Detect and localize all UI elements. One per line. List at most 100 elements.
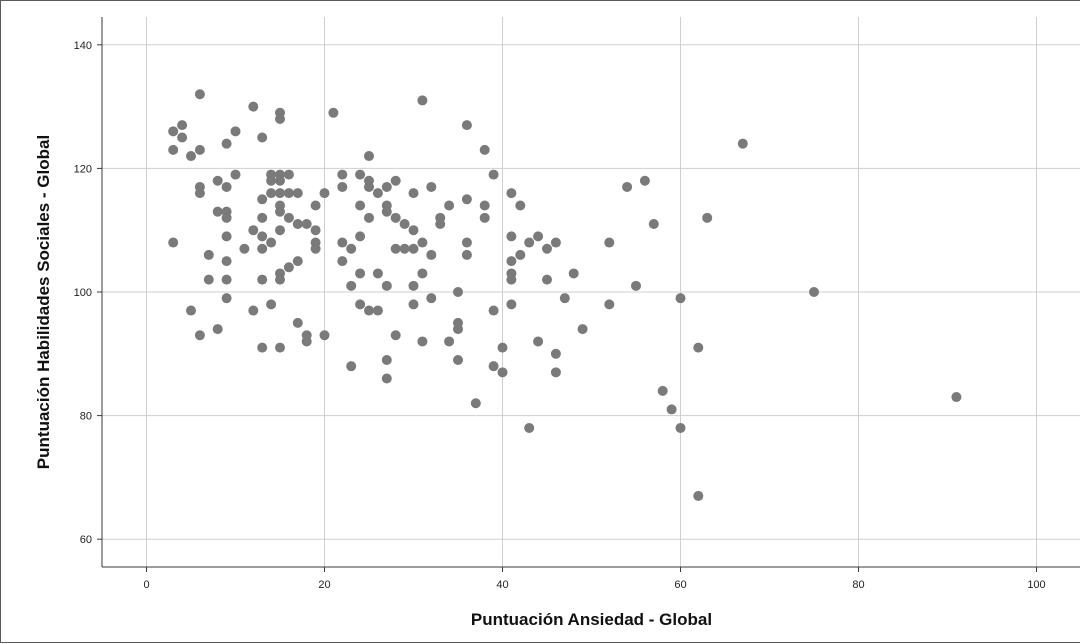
data-point	[542, 274, 552, 285]
data-point	[372, 268, 383, 279]
data-point	[444, 200, 455, 211]
data-point	[194, 89, 205, 100]
y-tick-label: 100	[74, 287, 92, 299]
data-point	[639, 175, 650, 186]
data-point	[310, 225, 321, 236]
grid-lines	[102, 17, 1080, 567]
data-point	[408, 280, 419, 291]
data-point	[951, 392, 962, 403]
data-point	[604, 237, 615, 248]
data-point	[453, 287, 463, 297]
x-axis-title: Puntuación Ansiedad - Global	[471, 610, 712, 629]
data-point	[248, 101, 259, 112]
data-point	[221, 181, 232, 192]
data-point	[515, 249, 526, 260]
data-point	[248, 305, 259, 316]
data-point	[337, 169, 348, 180]
data-point	[275, 225, 285, 236]
data-point	[408, 188, 419, 199]
data-point	[453, 324, 463, 335]
data-point	[417, 336, 428, 347]
data-point	[364, 181, 374, 192]
data-point	[408, 299, 419, 310]
data-point	[221, 231, 232, 242]
data-point	[533, 231, 544, 242]
data-point	[292, 219, 303, 230]
x-tick-label: 80	[852, 579, 864, 591]
data-point	[230, 126, 241, 137]
data-point	[239, 243, 250, 254]
data-point	[479, 212, 490, 223]
data-point	[390, 330, 401, 341]
data-point	[390, 212, 401, 223]
data-point	[666, 404, 677, 415]
data-point	[355, 268, 366, 279]
data-point	[506, 299, 517, 310]
data-point	[533, 336, 544, 347]
data-point	[631, 280, 641, 291]
data-point	[550, 367, 561, 378]
data-point	[488, 305, 499, 316]
data-point	[604, 299, 615, 310]
data-point	[177, 132, 188, 143]
data-point	[453, 354, 463, 365]
data-point	[364, 305, 374, 316]
data-point	[257, 274, 268, 285]
data-point	[364, 151, 374, 162]
data-point	[809, 287, 819, 297]
data-point	[257, 212, 268, 223]
data-point	[168, 126, 179, 137]
data-point	[372, 188, 383, 199]
data-point	[257, 231, 268, 242]
data-point	[364, 212, 374, 223]
data-point	[186, 151, 196, 162]
data-point	[657, 385, 668, 396]
data-point	[559, 293, 570, 304]
data-point	[168, 237, 179, 248]
x-tick-label: 20	[318, 579, 330, 591]
data-point	[355, 169, 366, 180]
data-point	[622, 181, 633, 192]
data-point	[203, 274, 214, 285]
data-point	[524, 237, 535, 248]
data-point	[702, 212, 713, 223]
data-point	[248, 225, 259, 236]
data-point	[221, 212, 232, 223]
data-point	[221, 138, 232, 149]
x-tick-label: 0	[143, 579, 149, 591]
data-point	[381, 206, 392, 217]
x-tick-label: 60	[674, 579, 686, 591]
data-point	[648, 219, 659, 230]
data-point	[337, 181, 348, 192]
data-point	[355, 200, 366, 211]
data-point	[479, 144, 490, 155]
y-axis-title: Puntuación Habilidades Sociales - Global	[34, 135, 53, 469]
data-point	[693, 342, 704, 353]
data-point	[203, 249, 214, 260]
data-point	[346, 361, 357, 372]
data-point	[194, 144, 205, 155]
data-point	[542, 243, 552, 254]
data-point	[301, 336, 312, 347]
data-points	[168, 89, 962, 501]
data-point	[399, 219, 410, 230]
data-point	[292, 317, 303, 328]
data-point	[292, 256, 303, 267]
data-point	[257, 132, 268, 143]
data-point	[310, 243, 321, 254]
data-point	[461, 237, 472, 248]
data-point	[266, 188, 277, 199]
data-point	[355, 299, 366, 310]
data-point	[693, 490, 704, 501]
data-point	[328, 107, 339, 118]
data-point	[346, 280, 357, 291]
data-point	[461, 249, 472, 260]
data-point	[577, 324, 588, 335]
data-point	[506, 188, 517, 199]
data-point	[550, 348, 561, 359]
data-point	[506, 231, 517, 242]
data-point	[426, 293, 437, 304]
data-point	[266, 175, 277, 186]
